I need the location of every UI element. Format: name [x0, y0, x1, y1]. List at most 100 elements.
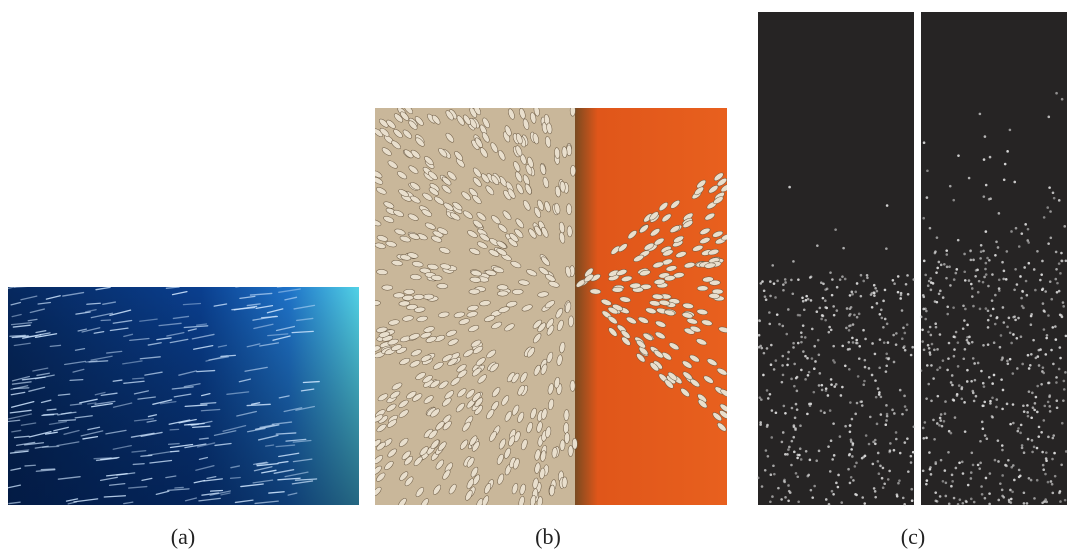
sheep: [388, 319, 400, 326]
sheep: [409, 360, 421, 368]
fish: [132, 463, 145, 466]
sheep: [696, 285, 709, 292]
particle: [948, 265, 951, 269]
particle: [874, 379, 877, 382]
particle: [876, 451, 880, 455]
particle: [827, 445, 830, 448]
fish: [209, 489, 224, 492]
particle: [927, 279, 931, 283]
fish: [187, 423, 200, 426]
particle: [956, 365, 960, 368]
particle: [988, 492, 991, 495]
sheep: [469, 247, 481, 255]
particle: [1022, 306, 1025, 310]
sheep: [462, 421, 471, 432]
particle: [947, 429, 951, 433]
sheep: [393, 209, 404, 217]
sheep: [547, 383, 554, 395]
particle: [934, 491, 938, 494]
sheep: [554, 185, 561, 198]
particle: [971, 295, 974, 298]
particle: [1041, 463, 1045, 467]
sheep: [661, 213, 672, 222]
sheep: [549, 484, 555, 497]
particle: [926, 343, 930, 347]
particle: [929, 473, 933, 476]
particle: [925, 364, 929, 367]
sheep: [479, 233, 490, 242]
sheep: [377, 393, 389, 402]
fish: [240, 483, 264, 488]
particle: [1062, 399, 1065, 402]
particle: [793, 416, 797, 420]
particle: [891, 408, 894, 412]
fish: [133, 418, 155, 422]
sheep: [485, 185, 495, 196]
fish: [13, 342, 31, 347]
fish: [140, 431, 163, 438]
particle: [803, 336, 807, 339]
particle: [924, 317, 928, 321]
particle: [793, 384, 796, 388]
particle: [929, 333, 933, 337]
particle: [1057, 262, 1061, 265]
fish: [214, 442, 232, 447]
particle: [821, 296, 825, 300]
particle: [895, 332, 898, 335]
particle: [776, 279, 779, 283]
sheep: [419, 446, 429, 456]
particle: [1007, 458, 1010, 462]
sheep: [391, 140, 401, 150]
particle: [989, 197, 992, 201]
sheep: [616, 269, 628, 276]
sheep: [645, 307, 657, 314]
particle: [1001, 407, 1004, 411]
particle: [1045, 334, 1049, 337]
sheep: [387, 448, 397, 458]
particle: [873, 294, 876, 297]
sheep: [422, 375, 433, 384]
fish: [123, 333, 134, 338]
fish: [10, 467, 22, 471]
sheep: [504, 447, 511, 459]
sheep: [504, 125, 512, 137]
particle: [877, 472, 881, 476]
sheep: [637, 316, 649, 324]
fish: [220, 354, 236, 358]
sheep: [541, 226, 549, 238]
particle: [826, 394, 830, 397]
particle: [832, 313, 836, 317]
fish: [183, 325, 209, 329]
particle: [906, 292, 910, 296]
sheep: [699, 227, 711, 235]
particle: [862, 279, 866, 283]
particle: [1047, 381, 1050, 385]
particle: [1059, 356, 1062, 360]
sheep: [528, 228, 537, 239]
fish: [252, 479, 274, 484]
sheep: [398, 300, 411, 307]
particle: [1017, 427, 1020, 430]
particle: [1022, 491, 1026, 495]
particle: [1048, 394, 1052, 397]
sheep: [461, 191, 471, 201]
particle: [788, 185, 791, 189]
fish: [193, 344, 214, 350]
sheep: [569, 108, 576, 117]
sheep: [649, 211, 659, 221]
particle: [973, 362, 976, 365]
particle: [780, 498, 783, 501]
sheep: [498, 306, 510, 313]
particle: [882, 299, 885, 303]
sheep: [479, 300, 491, 307]
particle: [967, 342, 971, 345]
fish: [141, 477, 153, 482]
particle: [1028, 363, 1032, 367]
particle: [902, 326, 905, 330]
fish: [62, 291, 85, 297]
particle: [910, 499, 914, 503]
particle: [921, 328, 924, 332]
particle: [877, 393, 881, 396]
particle: [763, 469, 767, 472]
sheep: [472, 177, 482, 187]
